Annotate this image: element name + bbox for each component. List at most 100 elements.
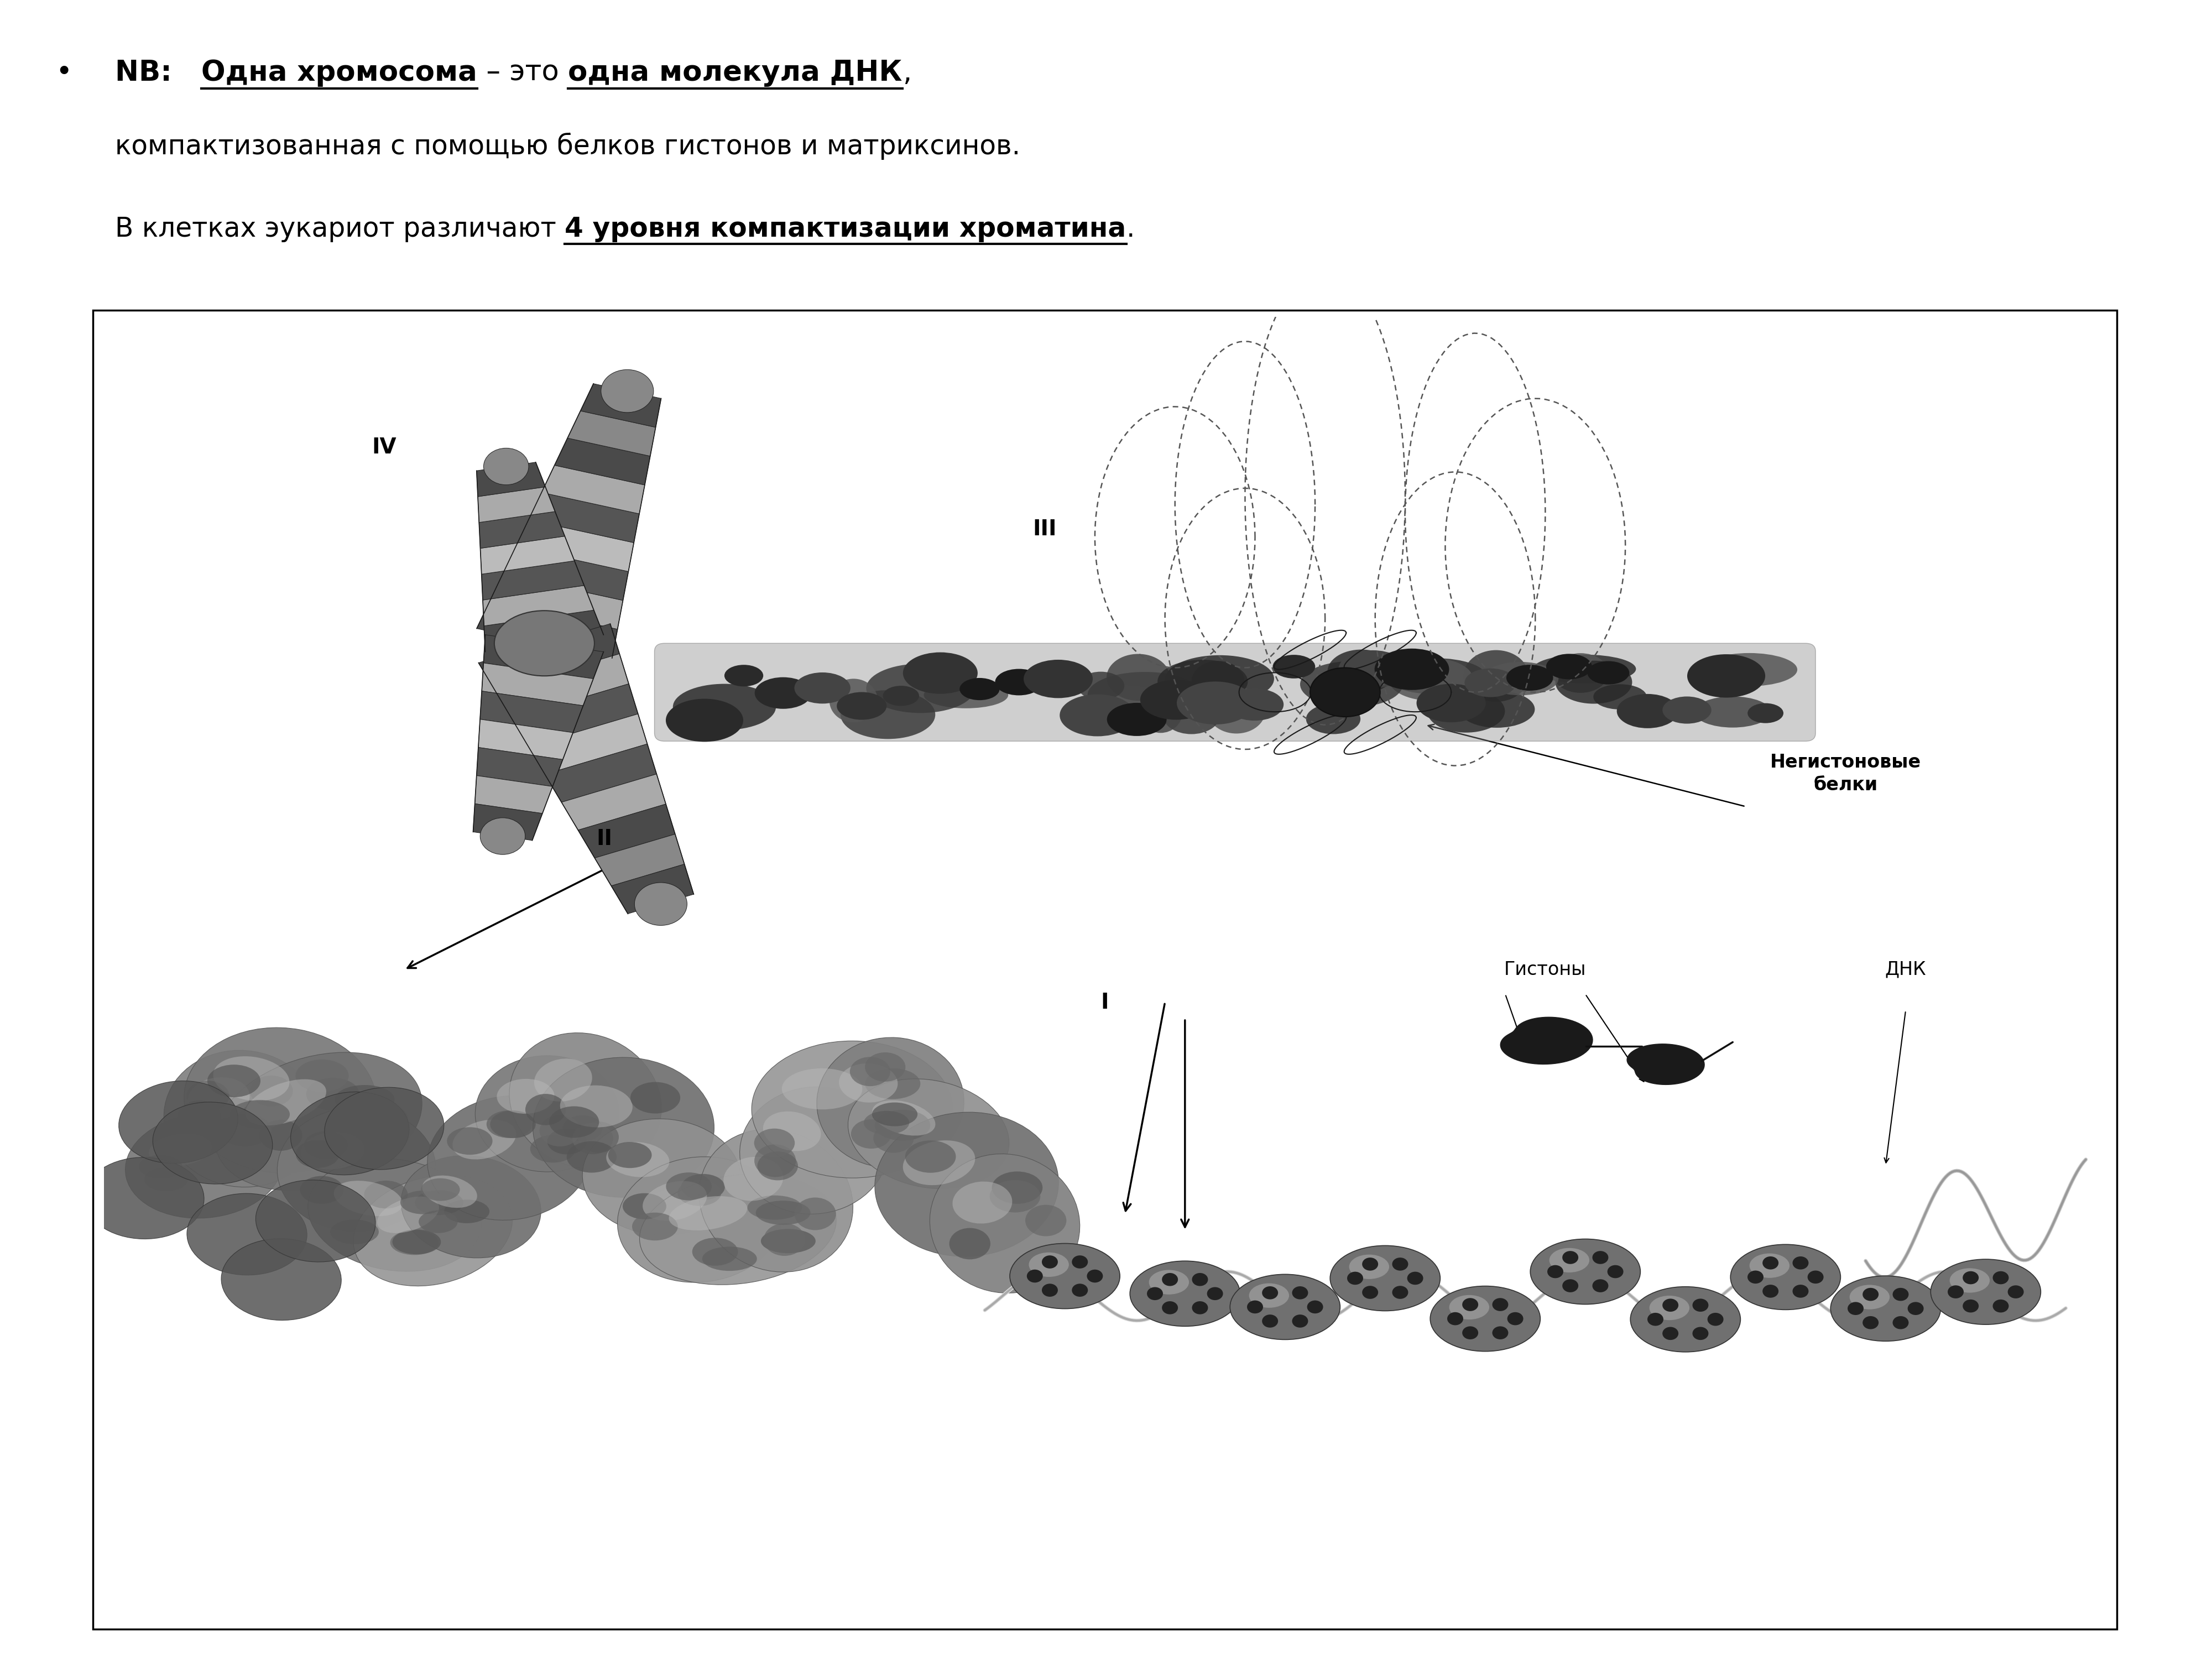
Ellipse shape [1164, 697, 1221, 735]
Ellipse shape [1588, 662, 1630, 685]
Ellipse shape [1449, 1296, 1489, 1319]
Ellipse shape [876, 1110, 931, 1141]
Ellipse shape [184, 1027, 376, 1173]
Polygon shape [529, 713, 648, 775]
Ellipse shape [606, 1141, 670, 1178]
Circle shape [1307, 1301, 1323, 1314]
Circle shape [1962, 1299, 1980, 1312]
Text: 4 уровня компактизации хроматина: 4 уровня компактизации хроматина [564, 216, 1126, 242]
Circle shape [1462, 1297, 1478, 1311]
Circle shape [1692, 1299, 1708, 1312]
Ellipse shape [960, 679, 1000, 700]
Ellipse shape [836, 692, 887, 720]
Ellipse shape [1464, 650, 1528, 702]
Ellipse shape [1663, 697, 1712, 723]
Ellipse shape [1747, 703, 1783, 723]
Ellipse shape [325, 1087, 445, 1170]
Ellipse shape [699, 1130, 854, 1272]
Ellipse shape [307, 1158, 482, 1271]
Ellipse shape [1593, 684, 1646, 710]
Polygon shape [529, 493, 639, 542]
Circle shape [1192, 1301, 1208, 1314]
Ellipse shape [1506, 665, 1553, 690]
Ellipse shape [84, 1158, 204, 1239]
Ellipse shape [119, 1082, 239, 1163]
Polygon shape [480, 536, 575, 574]
Polygon shape [611, 864, 695, 914]
Circle shape [1506, 1312, 1524, 1326]
Ellipse shape [126, 1113, 283, 1218]
Polygon shape [577, 805, 675, 858]
Polygon shape [1628, 1044, 1705, 1085]
Ellipse shape [301, 1176, 343, 1204]
Circle shape [1248, 1301, 1263, 1314]
Polygon shape [482, 664, 593, 705]
Ellipse shape [420, 1178, 460, 1201]
Ellipse shape [566, 1141, 617, 1173]
Ellipse shape [276, 1107, 436, 1231]
Ellipse shape [1130, 1261, 1241, 1326]
Text: ДНК: ДНК [1885, 961, 1927, 979]
Circle shape [1192, 1272, 1208, 1286]
Ellipse shape [1531, 1239, 1641, 1304]
Ellipse shape [752, 1040, 953, 1178]
Ellipse shape [453, 1120, 515, 1160]
Ellipse shape [491, 1110, 535, 1138]
Ellipse shape [540, 1115, 580, 1146]
Ellipse shape [400, 1191, 445, 1214]
Ellipse shape [392, 1229, 440, 1254]
Ellipse shape [1077, 672, 1124, 700]
Ellipse shape [949, 1228, 991, 1259]
Circle shape [1026, 1269, 1042, 1282]
Circle shape [1086, 1269, 1104, 1282]
Ellipse shape [902, 652, 978, 693]
Ellipse shape [577, 1121, 619, 1153]
Ellipse shape [847, 1078, 1009, 1190]
Circle shape [1161, 1272, 1179, 1286]
Ellipse shape [259, 1120, 303, 1151]
Ellipse shape [1250, 1284, 1290, 1307]
Ellipse shape [666, 1173, 712, 1201]
Ellipse shape [701, 1246, 757, 1271]
Ellipse shape [630, 1082, 681, 1113]
Ellipse shape [305, 1078, 358, 1110]
Circle shape [1893, 1316, 1909, 1329]
Text: IV: IV [372, 436, 396, 458]
Circle shape [1907, 1302, 1924, 1316]
Polygon shape [478, 601, 617, 659]
Ellipse shape [602, 370, 653, 413]
Ellipse shape [1630, 1287, 1741, 1352]
Ellipse shape [1166, 655, 1274, 702]
Ellipse shape [763, 1223, 805, 1256]
Ellipse shape [622, 1193, 666, 1219]
Ellipse shape [953, 1181, 1013, 1224]
Ellipse shape [560, 1085, 633, 1128]
Text: ,: , [902, 60, 911, 86]
Ellipse shape [416, 1190, 462, 1214]
Ellipse shape [445, 1199, 489, 1223]
Ellipse shape [1088, 672, 1201, 717]
Ellipse shape [1460, 690, 1535, 728]
Circle shape [1593, 1279, 1608, 1292]
Circle shape [1747, 1271, 1763, 1284]
FancyBboxPatch shape [655, 644, 1816, 742]
Text: I: I [1102, 992, 1108, 1014]
Ellipse shape [635, 883, 688, 926]
Ellipse shape [1310, 669, 1380, 717]
Circle shape [1493, 1297, 1509, 1311]
Ellipse shape [830, 679, 878, 722]
Ellipse shape [562, 1115, 602, 1141]
Ellipse shape [422, 1176, 478, 1208]
Ellipse shape [1024, 660, 1093, 698]
Circle shape [1042, 1256, 1057, 1269]
Ellipse shape [902, 1140, 975, 1185]
Text: .: . [1126, 216, 1135, 242]
Ellipse shape [1548, 1248, 1590, 1272]
Circle shape [1292, 1314, 1307, 1327]
Polygon shape [484, 635, 604, 679]
Ellipse shape [480, 818, 524, 854]
Ellipse shape [677, 1180, 721, 1206]
Ellipse shape [668, 1196, 748, 1231]
Ellipse shape [754, 677, 812, 708]
Ellipse shape [301, 1131, 365, 1170]
